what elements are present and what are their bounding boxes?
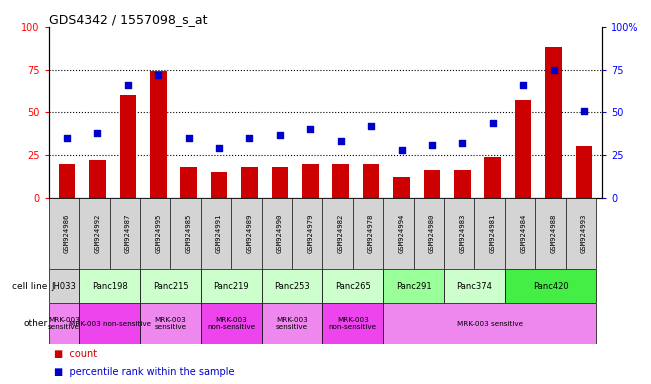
Bar — [120, 95, 136, 198]
Bar — [180, 167, 197, 198]
Point — [366, 123, 376, 129]
Text: GDS4342 / 1557098_s_at: GDS4342 / 1557098_s_at — [49, 13, 207, 26]
Bar — [271, 167, 288, 198]
Text: Panc265: Panc265 — [335, 281, 370, 291]
Text: Panc374: Panc374 — [456, 281, 492, 291]
Text: ■  count: ■ count — [54, 349, 98, 359]
Point — [122, 82, 133, 88]
Point — [335, 138, 346, 144]
Bar — [454, 170, 471, 198]
Text: MRK-003
sensitive: MRK-003 sensitive — [48, 317, 80, 330]
Bar — [59, 164, 76, 198]
Point — [62, 135, 72, 141]
Bar — [322, 269, 383, 303]
Bar — [393, 177, 410, 198]
Point — [153, 72, 163, 78]
Text: GSM924988: GSM924988 — [551, 214, 557, 253]
Text: other: other — [23, 319, 48, 328]
Text: MRK-003 sensitive: MRK-003 sensitive — [456, 321, 523, 326]
Bar — [79, 303, 140, 344]
Bar — [49, 303, 79, 344]
Bar — [424, 170, 440, 198]
Point — [92, 130, 103, 136]
Bar — [140, 303, 201, 344]
Text: GSM924995: GSM924995 — [156, 214, 161, 253]
Text: MRK-003 non-sensitive: MRK-003 non-sensitive — [68, 321, 150, 326]
Text: GSM924989: GSM924989 — [247, 214, 253, 253]
Text: GSM924981: GSM924981 — [490, 214, 495, 253]
Text: GSM924990: GSM924990 — [277, 214, 283, 253]
Point — [214, 145, 225, 151]
Bar — [515, 100, 531, 198]
Bar — [444, 269, 505, 303]
Text: Panc215: Panc215 — [152, 281, 188, 291]
Bar — [150, 71, 167, 198]
Point — [548, 66, 559, 73]
Text: GSM924991: GSM924991 — [216, 214, 222, 253]
Bar — [322, 303, 383, 344]
Text: GSM924979: GSM924979 — [307, 214, 313, 253]
Bar — [140, 269, 201, 303]
Bar — [49, 269, 79, 303]
Text: GSM924980: GSM924980 — [429, 214, 435, 253]
Bar — [545, 47, 562, 198]
Point — [457, 140, 467, 146]
Bar — [211, 172, 227, 198]
Bar — [89, 160, 106, 198]
Bar — [333, 164, 349, 198]
Point — [579, 108, 589, 114]
Text: GSM924993: GSM924993 — [581, 214, 587, 253]
Bar — [383, 269, 444, 303]
Bar — [79, 269, 140, 303]
Text: MRK-003
non-sensitive: MRK-003 non-sensitive — [329, 317, 377, 330]
Text: JH033: JH033 — [51, 281, 76, 291]
Point — [488, 119, 498, 126]
Point — [275, 131, 285, 137]
Point — [426, 142, 437, 148]
Point — [518, 82, 529, 88]
Bar — [484, 157, 501, 198]
Text: GSM924984: GSM924984 — [520, 214, 526, 253]
Bar — [201, 303, 262, 344]
Text: GSM924978: GSM924978 — [368, 214, 374, 253]
Bar — [363, 164, 380, 198]
Bar — [201, 269, 262, 303]
Point — [184, 135, 194, 141]
Text: GSM924994: GSM924994 — [398, 214, 404, 253]
Point — [396, 147, 407, 153]
Text: MRK-003
non-sensitive: MRK-003 non-sensitive — [207, 317, 255, 330]
Text: MRK-003
sensitive: MRK-003 sensitive — [276, 317, 308, 330]
Text: GSM924982: GSM924982 — [338, 214, 344, 253]
Text: GSM924987: GSM924987 — [125, 214, 131, 253]
Text: cell line: cell line — [12, 281, 48, 291]
Text: MRK-003
sensitive: MRK-003 sensitive — [154, 317, 186, 330]
Text: GSM924983: GSM924983 — [460, 214, 465, 253]
Bar — [383, 303, 596, 344]
Point — [305, 126, 316, 132]
Text: GSM924985: GSM924985 — [186, 214, 191, 253]
Text: Panc253: Panc253 — [274, 281, 310, 291]
Point — [244, 135, 255, 141]
Text: Panc291: Panc291 — [396, 281, 432, 291]
Text: GSM924992: GSM924992 — [94, 214, 100, 253]
Text: Panc219: Panc219 — [214, 281, 249, 291]
Text: ■  percentile rank within the sample: ■ percentile rank within the sample — [54, 367, 235, 377]
Bar — [505, 269, 596, 303]
Bar — [262, 303, 322, 344]
Bar — [575, 146, 592, 198]
Bar — [302, 164, 318, 198]
Text: Panc420: Panc420 — [533, 281, 568, 291]
Text: Panc198: Panc198 — [92, 281, 128, 291]
Bar — [241, 167, 258, 198]
Bar — [262, 269, 322, 303]
Text: GSM924986: GSM924986 — [64, 214, 70, 253]
